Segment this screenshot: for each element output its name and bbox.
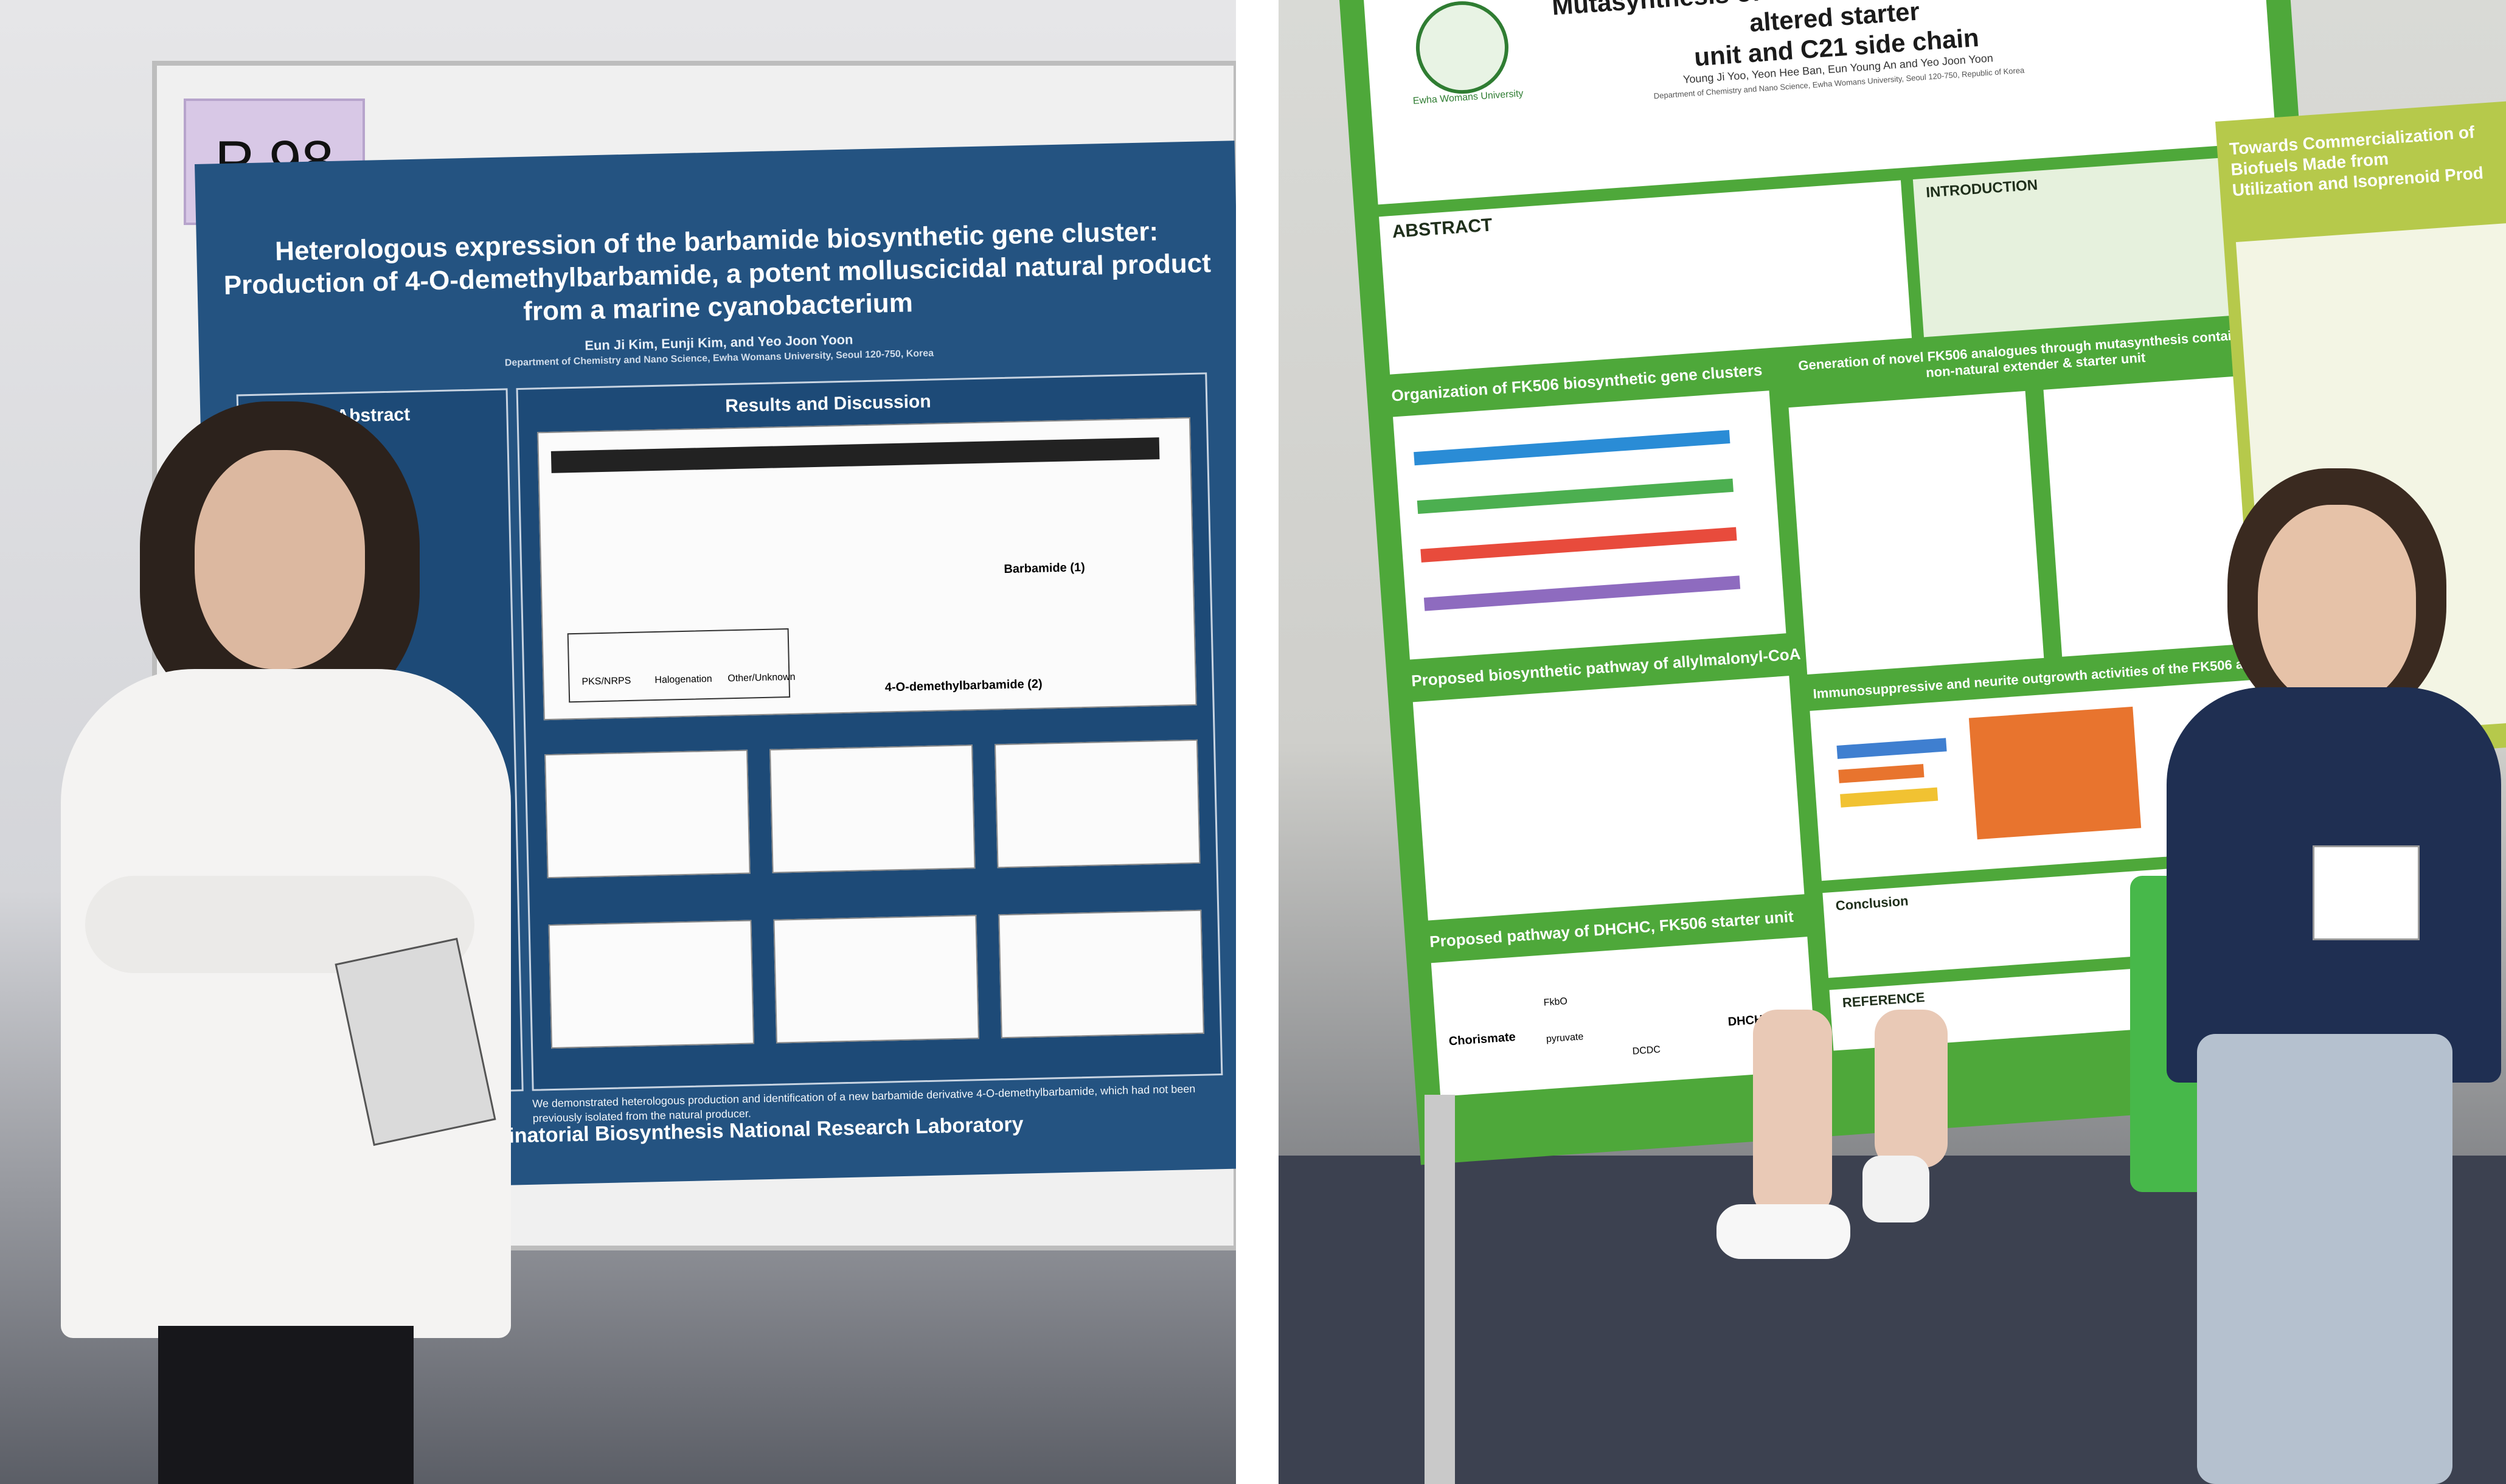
activity-bar <box>1838 764 1925 783</box>
pathway-figure <box>1412 676 1805 921</box>
ms-spectrum-figure <box>769 744 976 873</box>
person-face <box>2258 505 2416 706</box>
cluster-row <box>1420 527 1737 563</box>
compound-1-label: Barbamide (1) <box>1004 560 1086 576</box>
left-photo: P 98 Heterologous expression of the barb… <box>0 0 1236 1484</box>
black-pants <box>158 1326 414 1484</box>
chromatogram-figure <box>544 749 751 879</box>
white-shoe <box>1862 1156 1929 1222</box>
right-photo: Ewha Womans University Mutasynthesis of … <box>1279 0 2506 1484</box>
neurite-image <box>1968 706 2142 840</box>
abstract-section: ABSTRACT <box>1379 180 1912 375</box>
cluster-row <box>1423 575 1741 611</box>
hplc-figure <box>998 909 1204 1039</box>
gene-arrows <box>550 437 1160 473</box>
gene-legend: PKS/NRPS Halogenation Other/Unknown <box>567 628 796 703</box>
activity-plot <box>548 920 755 1049</box>
leg <box>1875 1010 1948 1168</box>
gene-cluster-figure: Barbamide (1) 4-O-demethylbarbamide (2) … <box>537 417 1197 721</box>
legend-item: Halogenation <box>654 673 712 686</box>
chem-label: FkbO <box>1543 996 1568 1008</box>
intro-heading: INTRODUCTION <box>1925 176 2038 201</box>
light-pants <box>2197 1034 2452 1484</box>
chem-label: Chorismate <box>1448 1030 1516 1049</box>
leg <box>1753 1010 1832 1216</box>
conclusion-heading: Conclusion <box>1834 893 1909 914</box>
university-logo <box>1412 0 1512 97</box>
passerby-legs <box>1716 1010 1960 1265</box>
activity-bar <box>1840 787 1939 808</box>
chem-label: DCDC <box>1632 1044 1661 1057</box>
cluster-row <box>1414 430 1730 466</box>
person-face <box>195 450 365 669</box>
legend-item: Other/Unknown <box>727 671 796 684</box>
results-panel: Results and Discussion Barbamide (1) 4-O… <box>516 372 1223 1091</box>
gene-cluster-figure <box>1393 390 1786 660</box>
nmr-figure <box>773 915 979 1044</box>
white-shoe <box>1716 1204 1850 1259</box>
name-badge <box>2313 845 2420 940</box>
structure-figure-1 <box>1788 390 2044 675</box>
abstract-heading: ABSTRACT <box>1391 215 1493 242</box>
cluster-row <box>1417 478 1734 515</box>
reference-heading: REFERENCE <box>1842 989 1926 1011</box>
easel-leg <box>1425 1095 1455 1484</box>
activity-bar <box>1836 738 1947 759</box>
legend-item: PKS/NRPS <box>581 675 631 687</box>
chem-label: pyruvate <box>1546 1032 1584 1045</box>
lcms-figure <box>994 739 1201 869</box>
poster-title: Heterologous expression of the barbamide… <box>196 213 1236 336</box>
compound-2-label: 4-O-demethylbarbamide (2) <box>884 677 1043 695</box>
neighbor-poster-title: Towards Commercialization of Biofuels Ma… <box>2229 119 2506 201</box>
results-heading: Results and Discussion <box>724 391 931 417</box>
